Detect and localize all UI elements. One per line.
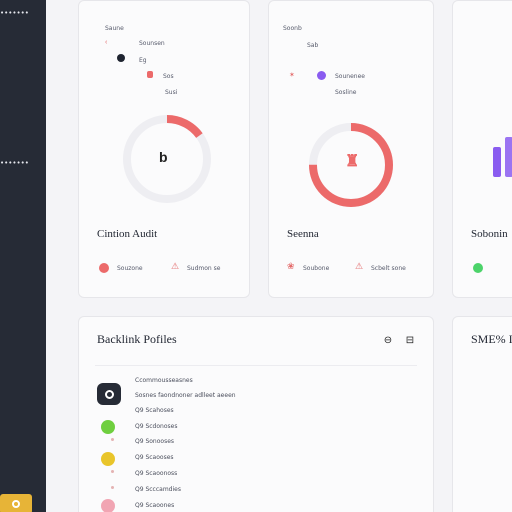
legend-label: Scbelt sone (371, 265, 406, 272)
list-item[interactable]: Q9 Scahoses (135, 407, 174, 414)
score-gauge (309, 123, 393, 207)
meta-label: Susi (165, 89, 178, 96)
sobonin-card[interactable]: Sobonin (452, 0, 512, 298)
backlink-profiles-panel[interactable]: Backlink Pofiles ⊖ ⊟ Ccommousseasnes Sos… (78, 316, 434, 512)
list-item[interactable]: Q9 Scaoonoss (135, 470, 178, 477)
meta-label: Sounsen (139, 40, 165, 47)
status-dot (101, 499, 115, 512)
legend-label: Souzone (117, 265, 143, 272)
refresh-icon[interactable]: ⊖ (383, 334, 393, 346)
meta-label: Sosline (335, 89, 357, 96)
sidebar-top-label[interactable]: ••••••• (0, 9, 29, 17)
list-item[interactable]: Q9 Scaoones (135, 502, 175, 509)
panel-title: Backlink Pofiles (97, 332, 177, 346)
meta-label: Sounenee (335, 73, 365, 80)
semna-card[interactable]: Soonb Sab ✶ Sounenee Sosline ♜ Seenna ❀ … (268, 0, 434, 298)
side-panel[interactable]: SME% I (452, 316, 512, 512)
citation-audit-card[interactable]: Saune ‹ Sounsen Eg Sos Susi b Cintion Au… (78, 0, 250, 298)
warning-icon: ⚠ (171, 261, 180, 271)
meta-label: Eg (139, 57, 147, 64)
row-marker (111, 486, 114, 489)
card-title: Sobonin (471, 228, 508, 240)
sidebar-mid-label[interactable]: ••••••• (0, 159, 29, 167)
legend-label: Sudmon se (187, 265, 221, 272)
bar-mark (493, 147, 501, 177)
list-item[interactable]: Q9 Scaooses (135, 454, 174, 461)
status-dot (317, 71, 326, 80)
status-dot (117, 54, 125, 62)
star-icon: ✶ (289, 72, 295, 79)
flag-icon (147, 71, 153, 78)
window-icon[interactable]: ⊟ (405, 334, 415, 346)
trophy-icon: ♜ (345, 153, 360, 170)
list-item[interactable]: Q9 Scdonoses (135, 423, 178, 430)
list-item[interactable]: Q9 Sonooses (135, 438, 175, 445)
table-header: Ccommousseasnes (135, 377, 193, 384)
meta-label: Sos (163, 73, 174, 80)
legend-label: Soubone (303, 265, 330, 272)
bar-mark (505, 137, 512, 177)
circle-icon (104, 389, 114, 399)
score-gauge (123, 115, 211, 203)
card-title: Cintion Audit (97, 228, 158, 240)
list-item[interactable]: Q9 Scccamdies (135, 486, 181, 493)
pin-icon: ‹ (105, 39, 108, 46)
circle-icon (12, 500, 20, 508)
meta-label: Saune (105, 25, 124, 32)
meta-label: Soonb (283, 25, 302, 32)
legend-dot (473, 263, 483, 273)
legend-dot (99, 263, 109, 273)
meta-label: Sab (307, 42, 319, 49)
avatar[interactable] (97, 383, 121, 405)
divider (95, 365, 417, 366)
panel-title: SME% I (471, 332, 512, 346)
status-dot (101, 420, 115, 434)
gauge-value: b (159, 149, 168, 165)
list-item[interactable]: Sosnes faondnoner adlleet aeeen (135, 392, 236, 399)
warning-icon: ⚠ (355, 261, 364, 271)
flower-icon: ❀ (287, 261, 295, 271)
card-title: Seenna (287, 228, 319, 240)
status-dot (101, 452, 115, 466)
sidebar: ••••••• ••••••• (0, 0, 46, 512)
sidebar-action-button[interactable] (0, 494, 32, 512)
row-marker (111, 470, 114, 473)
row-marker (111, 438, 114, 441)
